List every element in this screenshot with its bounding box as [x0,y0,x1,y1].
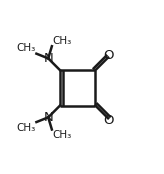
Text: CH₃: CH₃ [17,123,36,133]
Text: O: O [103,114,114,127]
Text: CH₃: CH₃ [52,36,72,46]
Text: CH₃: CH₃ [17,43,36,53]
Text: N: N [43,111,53,124]
Text: O: O [103,49,114,62]
Text: N: N [43,52,53,65]
Text: CH₃: CH₃ [52,130,72,140]
